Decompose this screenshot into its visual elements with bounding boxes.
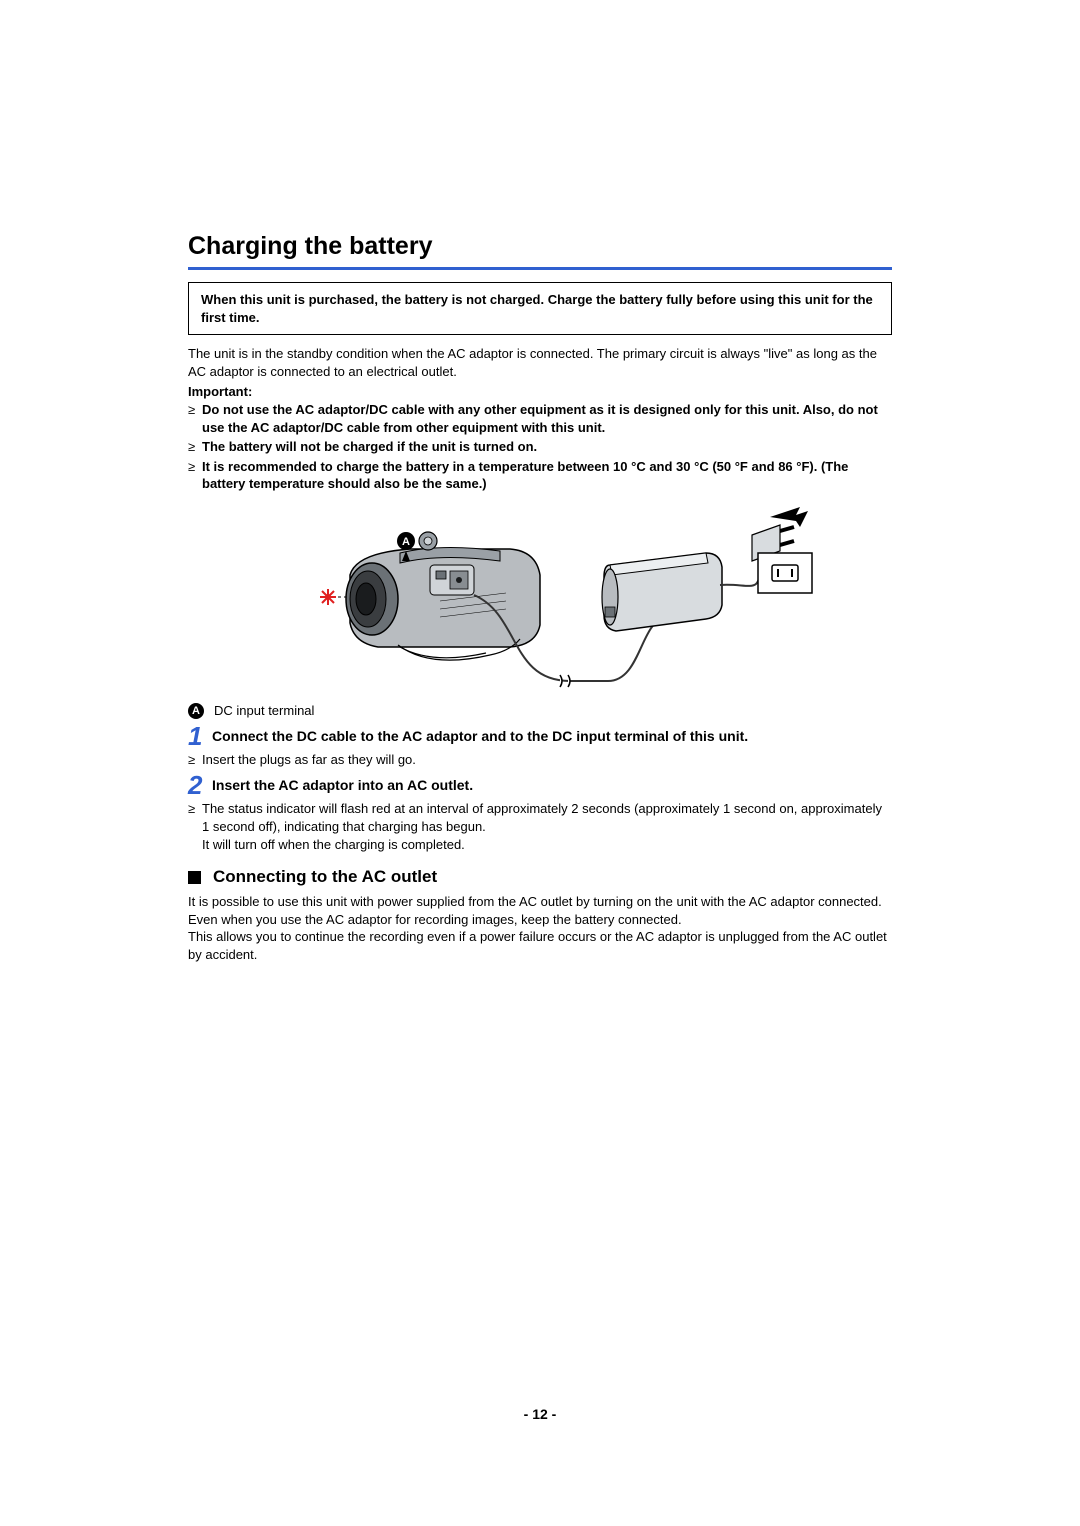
legend-text: DC input terminal (214, 703, 314, 718)
important-list: Do not use the AC adaptor/DC cable with … (188, 401, 892, 493)
figure: A (188, 505, 892, 695)
step-heading: Connect the DC cable to the AC adaptor a… (212, 723, 892, 745)
figure-legend: A DC input terminal (188, 703, 892, 719)
notice-box: When this unit is purchased, the battery… (188, 282, 892, 335)
page-title: Charging the battery (188, 232, 892, 261)
subheading: Connecting to the AC outlet (213, 867, 437, 887)
step-heading: Insert the AC adaptor into an AC outlet. (212, 772, 892, 794)
important-item: It is recommended to charge the battery … (188, 458, 892, 493)
important-item: Do not use the AC adaptor/DC cable with … (188, 401, 892, 436)
intro-text: The unit is in the standby condition whe… (188, 345, 892, 380)
subheading-row: Connecting to the AC outlet (188, 867, 892, 887)
ac-adaptor-icon (602, 553, 722, 631)
legend-badge: A (188, 703, 204, 719)
paragraph: Even when you use the AC adaptor for rec… (188, 911, 892, 929)
figure-callout-badge: A (402, 536, 410, 548)
charging-diagram: A (260, 505, 820, 695)
page-number: - 12 - (0, 1406, 1080, 1422)
step-note: Insert the plugs as far as they will go. (188, 751, 892, 769)
step-number: 2 (188, 772, 212, 798)
paragraph: This allows you to continue the recordin… (188, 928, 892, 963)
step-2-notes: The status indicator will flash red at a… (188, 800, 892, 835)
led-icon (320, 589, 336, 605)
important-label: Important: (188, 384, 892, 399)
step-2-trailing: It will turn off when the charging is co… (188, 836, 892, 854)
step-2: 2 Insert the AC adaptor into an AC outle… (188, 772, 892, 798)
step-note: The status indicator will flash red at a… (188, 800, 892, 835)
wall-outlet-icon (758, 553, 812, 593)
page-content: Charging the battery When this unit is p… (0, 0, 1080, 963)
step-1-notes: Insert the plugs as far as they will go. (188, 751, 892, 769)
step-number: 1 (188, 723, 212, 749)
paragraph: It is possible to use this unit with pow… (188, 893, 892, 911)
title-underline (188, 267, 892, 270)
step-1: 1 Connect the DC cable to the AC adaptor… (188, 723, 892, 749)
square-bullet-icon (188, 871, 201, 884)
important-item: The battery will not be charged if the u… (188, 438, 892, 456)
camcorder-icon: A (346, 532, 540, 660)
